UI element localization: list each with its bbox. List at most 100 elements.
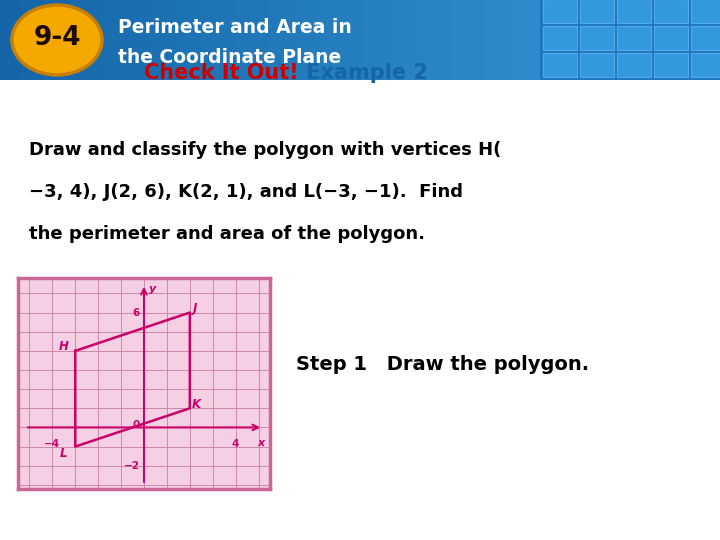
Bar	[402, 0, 406, 80]
Bar	[192, 0, 195, 80]
Text: 0: 0	[132, 420, 140, 429]
Bar	[305, 0, 309, 80]
Bar	[346, 0, 349, 80]
Bar	[454, 0, 457, 80]
Bar	[451, 0, 454, 80]
Bar	[534, 0, 539, 80]
Text: J: J	[194, 302, 198, 315]
Bar	[329, 0, 333, 80]
Bar	[316, 0, 320, 80]
Bar	[543, 53, 577, 77]
Bar	[543, 0, 577, 23]
Bar	[273, 0, 276, 80]
Bar	[43, 0, 47, 80]
Bar	[189, 0, 193, 80]
Bar	[219, 0, 222, 80]
Bar	[224, 0, 228, 80]
Text: Example 2: Example 2	[299, 63, 428, 83]
Text: Draw the polygon.: Draw the polygon.	[380, 355, 589, 374]
Bar	[73, 0, 76, 80]
Bar	[165, 0, 168, 80]
Bar	[580, 0, 614, 23]
Bar	[262, 0, 266, 80]
Bar	[51, 0, 55, 80]
Bar	[416, 0, 420, 80]
Bar	[472, 0, 476, 80]
Bar	[157, 0, 161, 80]
Bar	[289, 0, 292, 80]
Bar	[40, 0, 44, 80]
Bar	[356, 0, 360, 80]
Bar	[159, 0, 163, 80]
Bar	[46, 0, 50, 80]
Bar	[11, 0, 14, 80]
Text: the perimeter and area of the polygon.: the perimeter and area of the polygon.	[29, 225, 425, 243]
Bar	[410, 0, 414, 80]
Bar	[243, 0, 247, 80]
Text: 6: 6	[132, 308, 140, 318]
Bar	[22, 0, 25, 80]
Bar	[486, 0, 490, 80]
Bar	[127, 0, 130, 80]
Bar	[186, 0, 190, 80]
Bar	[210, 0, 215, 80]
Bar	[14, 0, 17, 80]
Bar	[543, 26, 577, 50]
Bar	[205, 0, 209, 80]
Ellipse shape	[12, 5, 102, 75]
Bar	[481, 0, 485, 80]
Bar	[324, 0, 328, 80]
Text: −2: −2	[123, 461, 140, 471]
Bar	[3, 0, 6, 80]
Bar	[617, 53, 651, 77]
Bar	[508, 0, 511, 80]
Bar	[302, 0, 306, 80]
Bar	[116, 0, 120, 80]
Bar	[154, 0, 158, 80]
Bar	[62, 0, 66, 80]
Bar	[321, 0, 325, 80]
Bar	[335, 0, 338, 80]
Bar	[307, 0, 312, 80]
Bar	[443, 0, 446, 80]
Bar	[691, 26, 720, 50]
Bar	[135, 0, 139, 80]
Bar	[459, 0, 463, 80]
Bar	[516, 0, 519, 80]
Bar	[208, 0, 212, 80]
Bar	[97, 0, 101, 80]
Bar	[338, 0, 341, 80]
Bar	[521, 0, 525, 80]
Bar	[373, 0, 377, 80]
Bar	[503, 0, 506, 80]
Bar	[489, 0, 492, 80]
Bar	[435, 0, 438, 80]
Bar	[297, 0, 301, 80]
Bar	[176, 0, 179, 80]
Bar	[413, 0, 417, 80]
Bar	[464, 0, 468, 80]
Bar	[16, 0, 20, 80]
Bar	[8, 0, 12, 80]
Bar	[151, 0, 155, 80]
Bar	[130, 0, 133, 80]
Bar	[359, 0, 363, 80]
Bar	[251, 0, 255, 80]
Bar	[84, 0, 87, 80]
Bar	[114, 0, 117, 80]
Bar	[505, 0, 508, 80]
Text: Copyright © by Holt Mc Dougal. All Rights Reserved.: Copyright © by Holt Mc Dougal. All Right…	[431, 517, 706, 528]
Bar	[392, 0, 395, 80]
Bar	[0, 0, 4, 80]
Bar	[580, 26, 614, 50]
Bar	[438, 0, 441, 80]
Bar	[300, 0, 303, 80]
Bar	[691, 0, 720, 23]
Bar	[173, 0, 176, 80]
Bar	[170, 0, 174, 80]
Bar	[327, 0, 330, 80]
Bar	[375, 0, 379, 80]
Bar	[27, 0, 31, 80]
Bar	[383, 0, 387, 80]
Bar	[617, 0, 651, 23]
